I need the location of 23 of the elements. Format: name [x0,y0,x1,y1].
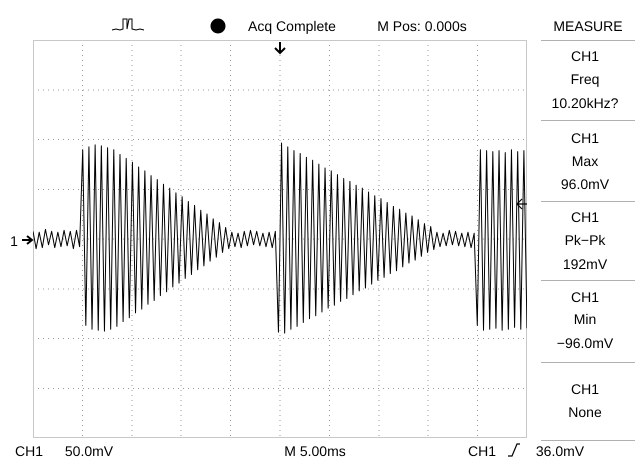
text: Min [574,311,596,327]
text: 50.0mV [64,443,114,459]
text: M Pos: 0.000s [377,18,467,34]
text: CH1 [570,48,600,64]
text: −96.0mV [556,335,614,351]
text: Max [572,153,598,169]
text: 36.0mV [536,443,584,459]
text: CH1 [14,443,44,459]
text: 10.20kHz? [552,95,618,111]
text: Freq [570,71,600,87]
text: Acq Complete [248,18,336,34]
text: CH1 [570,130,600,146]
text: 96.0mV [560,176,610,192]
text: 192mV [562,256,608,272]
text: M 5.00ms [284,443,346,459]
text: MEASURE [553,18,623,34]
text: CH1 [570,381,600,397]
text: Pk−Pk [564,232,606,248]
text: CH1 [468,443,496,459]
text: None [568,404,602,420]
text: CH1 [570,289,600,305]
text: 1 [10,233,18,249]
text: CH1 [570,209,600,225]
